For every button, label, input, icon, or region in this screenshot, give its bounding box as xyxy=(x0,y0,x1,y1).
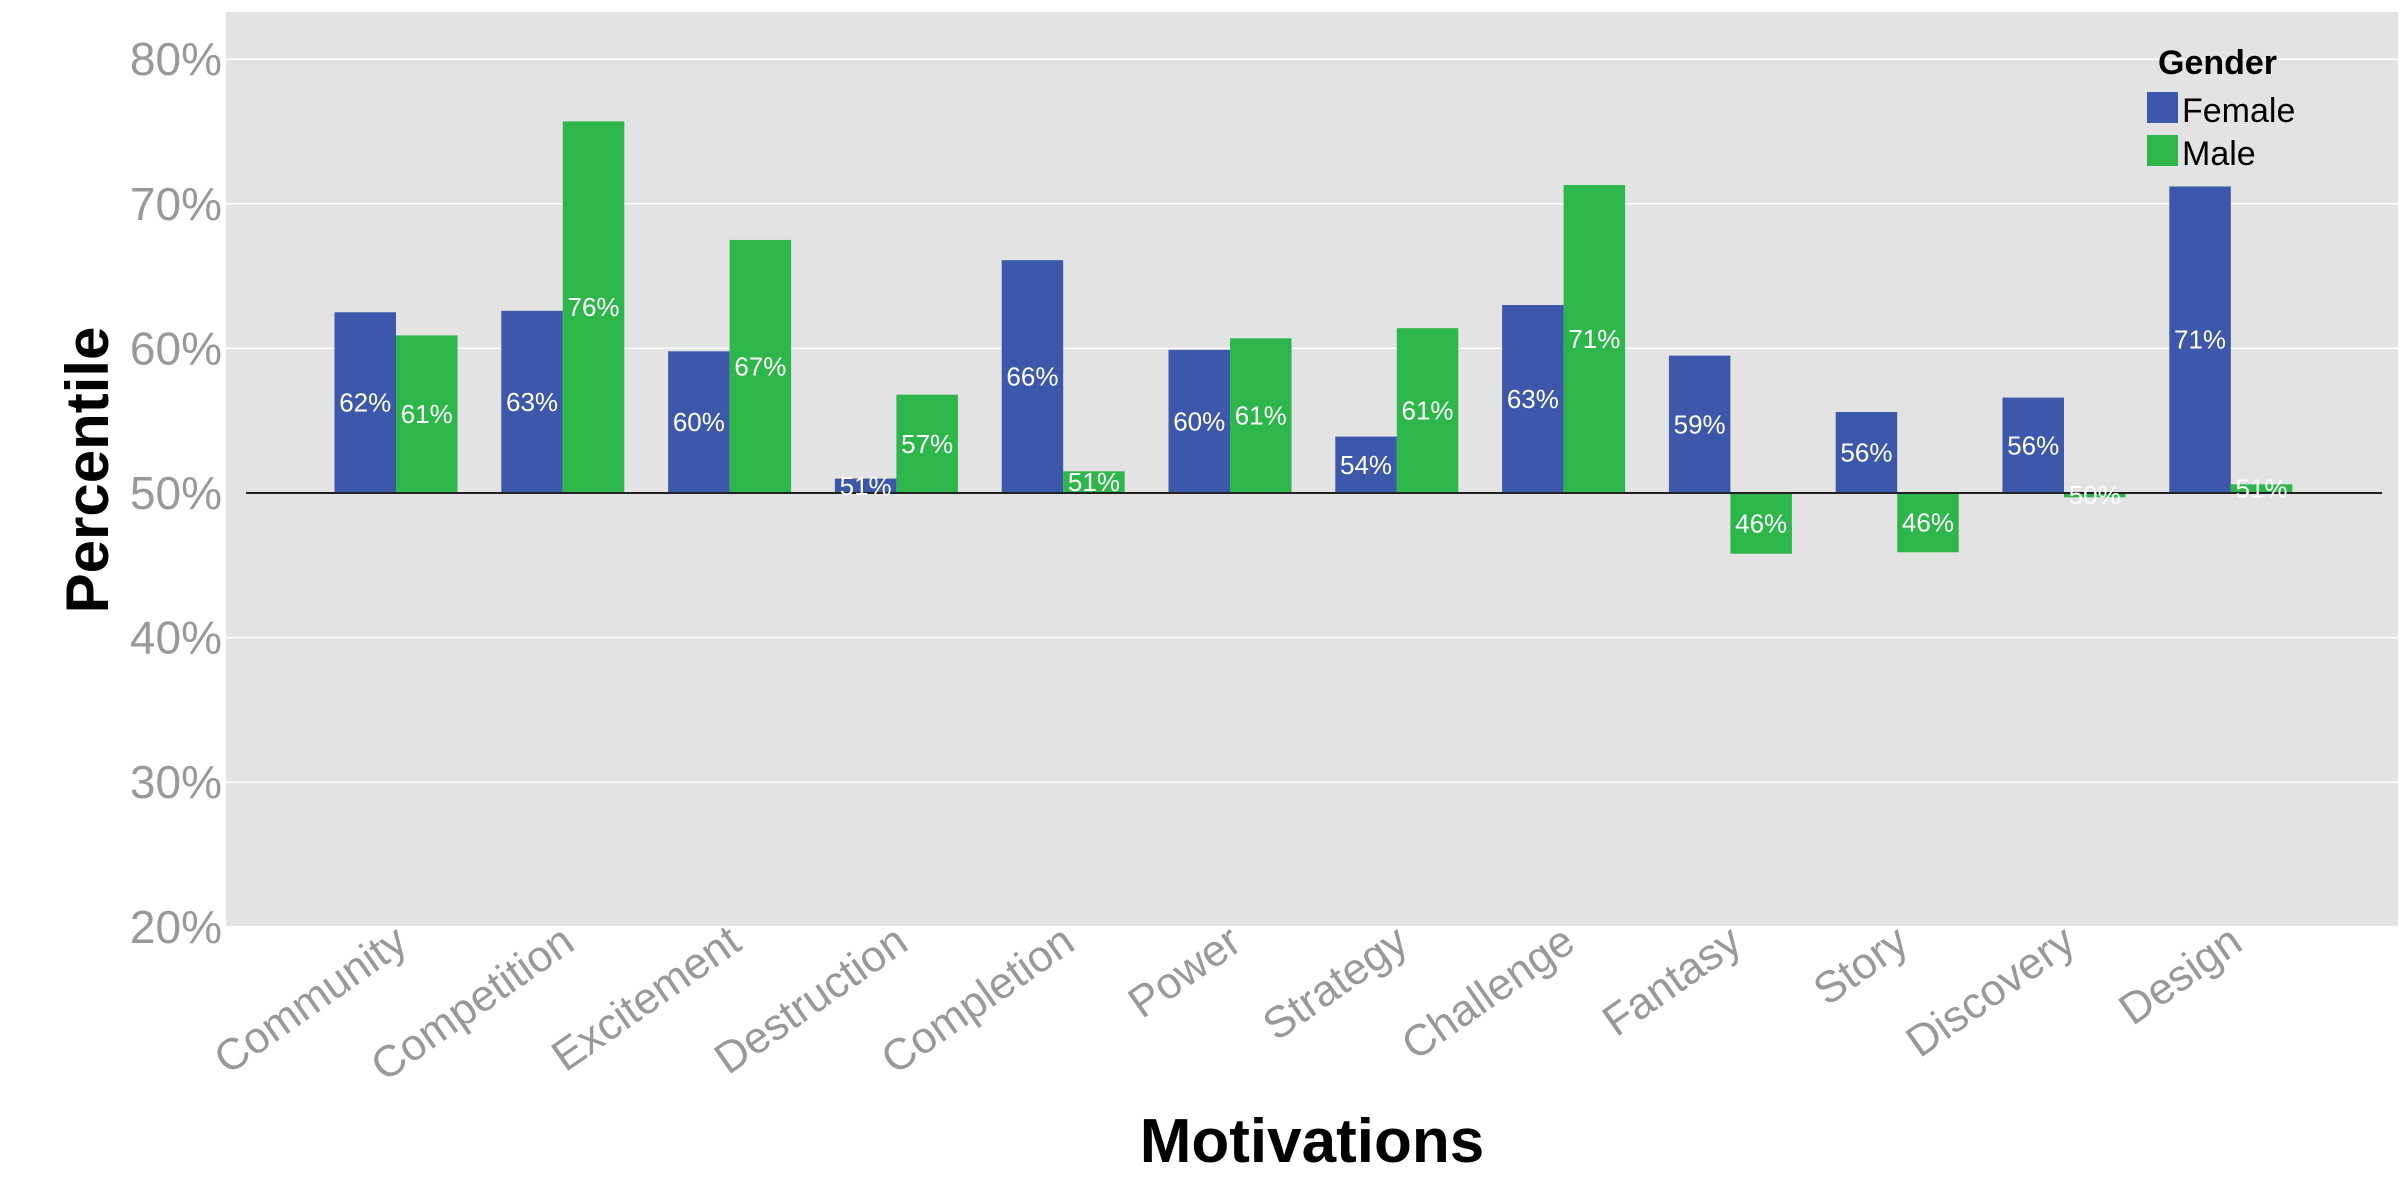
bar-value-label: 61% xyxy=(1402,396,1454,426)
bar-value-label: 54% xyxy=(1340,450,1392,480)
x-tick-label: Fantasy xyxy=(1594,916,1750,1046)
x-tick-label: Discovery xyxy=(1897,916,2083,1067)
bar-value-label: 71% xyxy=(1568,324,1620,354)
bar-labels: 62% 61% 63% 76% 60% 67% 51% 57% 66% 51% 60% 61% 54% 6… xyxy=(339,292,2287,538)
y-tick-label: 50% xyxy=(130,467,222,519)
legend-title: Gender xyxy=(2158,44,2277,82)
bar-value-label: 56% xyxy=(1840,438,1892,468)
bar-female xyxy=(1668,355,1731,493)
bar-value-label: 61% xyxy=(1235,401,1287,431)
bar-value-label: 57% xyxy=(901,429,953,459)
bar-male xyxy=(1063,471,1125,493)
bar-value-label: 60% xyxy=(673,407,725,437)
bar-value-label: 46% xyxy=(1902,508,1954,538)
bar-female xyxy=(334,312,396,493)
bar-male xyxy=(1897,493,1959,553)
bar-value-label: 51% xyxy=(840,471,892,501)
bar-female xyxy=(501,310,563,493)
x-tick-label: Power xyxy=(1119,916,1249,1028)
bar-male xyxy=(2230,484,2293,493)
y-tick-label: 60% xyxy=(130,322,222,374)
bar-male xyxy=(396,335,458,493)
bar-value-label: 66% xyxy=(1006,362,1058,392)
y-tick-label: 20% xyxy=(130,901,222,953)
y-tick-label: 80% xyxy=(130,33,222,85)
bar-female xyxy=(2002,397,2064,493)
bar-female xyxy=(668,351,730,493)
bar-value-label: 63% xyxy=(506,387,558,417)
legend-label-female: Female xyxy=(2182,92,2295,130)
bar-male xyxy=(896,394,958,493)
bar-female xyxy=(1335,436,1397,493)
bars xyxy=(334,121,2293,554)
bar-female xyxy=(1168,349,1230,493)
bar-male xyxy=(1730,493,1792,554)
legend-swatch-female xyxy=(2147,92,2178,123)
x-axis-ticks: CommunityCompetitionExcitementDestructio… xyxy=(205,916,2250,1091)
bar-male xyxy=(1563,185,1626,493)
x-tick-label: Challenge xyxy=(1393,916,1583,1070)
bar-value-label: 56% xyxy=(2007,430,2059,460)
y-tick-label: 40% xyxy=(130,612,222,664)
bar-female xyxy=(2169,186,2231,493)
bar-female xyxy=(1001,260,1064,493)
y-tick-label: 30% xyxy=(130,756,222,808)
y-axis-ticks: 20% 30% 40% 50% 60% 70% 80% xyxy=(130,33,222,953)
bar-female xyxy=(834,478,897,493)
bar-value-label: 50% xyxy=(2069,480,2121,510)
bar-value-label: 71% xyxy=(2174,325,2226,355)
bar-value-label: 61% xyxy=(401,399,453,429)
bar-female xyxy=(1835,412,1898,493)
x-axis-title: Motivations xyxy=(1140,1107,1484,1176)
bar-value-label: 67% xyxy=(734,351,786,381)
bar-value-label: 59% xyxy=(1674,409,1726,439)
bar-male xyxy=(1230,338,1292,493)
legend-swatch-male xyxy=(2147,135,2178,166)
bar-male xyxy=(2064,493,2126,498)
legend-label-male: Male xyxy=(2182,135,2256,173)
bar-value-label: 76% xyxy=(568,292,620,322)
legend: Gender Female Male xyxy=(2147,44,2295,173)
bar-male xyxy=(729,239,792,493)
bar-value-label: 51% xyxy=(1068,467,1120,497)
bar-male xyxy=(1396,328,1459,493)
y-tick-label: 70% xyxy=(130,178,222,230)
x-tick-label: Design xyxy=(2110,916,2250,1035)
bar-value-label: 51% xyxy=(2236,474,2288,504)
bar-value-label: 60% xyxy=(1173,406,1225,436)
x-tick-label: Story xyxy=(1805,916,1917,1015)
y-axis-title: Percentile xyxy=(54,327,121,614)
bar-female xyxy=(1502,305,1564,493)
bar-value-label: 63% xyxy=(1507,384,1559,414)
bar-value-label: 46% xyxy=(1735,508,1787,538)
bar-value-label: 62% xyxy=(339,388,391,418)
bar-male xyxy=(562,121,625,494)
